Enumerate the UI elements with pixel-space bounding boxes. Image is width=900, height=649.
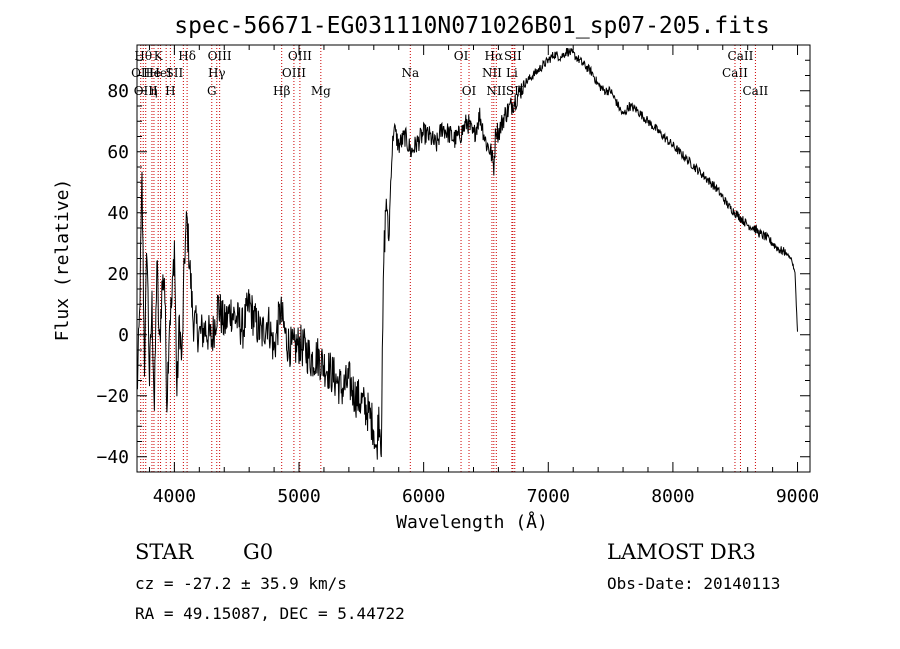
x-tick-label: 9000 [776, 486, 819, 507]
line-mark-label: He [143, 66, 161, 80]
x-tick-label: 5000 [277, 486, 320, 507]
x-axis-ticks: 4000 5000 6000 7000 8000 9000 [148, 45, 819, 507]
line-mark-label: NII [482, 66, 502, 80]
line-mark-label: G [207, 84, 217, 98]
y-axis-label: Flux (relative) [52, 179, 73, 342]
survey-name: LAMOST DR3 [607, 540, 756, 564]
line-mark-label: SII [504, 49, 522, 63]
y-axis-ticks: −40 −20 0 20 40 60 80 [96, 59, 810, 468]
y-tick-label: 40 [107, 203, 129, 224]
spectrum-series [136, 48, 798, 460]
line-mark-label: SII [166, 66, 184, 80]
line-mark-label: Mg [311, 84, 331, 98]
x-tick-label: 4000 [153, 486, 196, 507]
y-tick-label: 60 [107, 142, 129, 163]
x-axis-label: Wavelength (Å) [396, 511, 548, 533]
line-mark-label: OIII [208, 49, 232, 63]
line-mark-label: Hα [485, 49, 504, 63]
line-mark-label: OI [454, 49, 469, 63]
x-tick-label: 7000 [527, 486, 570, 507]
obs-date: Obs-Date: 20140113 [607, 574, 780, 593]
line-mark-label: Hδ [178, 49, 196, 63]
line-mark-label: Hγ [208, 66, 226, 80]
line-mark-label: NII [486, 84, 506, 98]
line-mark-label: Na [401, 66, 419, 80]
line-mark-label: CaII [742, 84, 768, 98]
x-tick-label: 8000 [651, 486, 694, 507]
line-mark-label: H [165, 84, 175, 98]
spectrum-line-0 [136, 48, 798, 460]
radec-readout: RA = 49.15087, DEC = 5.44722 [135, 604, 405, 623]
line-mark-label: CaII [728, 49, 754, 63]
line-mark-label: OI [462, 84, 477, 98]
line-mark-label: Li [506, 66, 518, 80]
y-tick-label: 80 [107, 81, 129, 102]
line-mark-label: OIII [282, 66, 306, 80]
line-mark-label: OIII [288, 49, 312, 63]
chart-title: spec-56671-EG031110N071026B01_sp07-205.f… [174, 13, 769, 39]
line-mark-label: Hβ [273, 84, 290, 98]
spectral-line-marks: HθOIIOIIIHeηKHeIHSIIHδGHγOIIIHβOIIIOIIIM… [131, 45, 769, 472]
line-mark-label: Hθ [134, 49, 152, 63]
y-tick-label: −20 [96, 386, 129, 407]
redshift-readout: cz = -27.2 ± 35.9 km/s [135, 574, 347, 593]
y-tick-label: −40 [96, 447, 129, 468]
y-tick-label: 0 [118, 325, 129, 346]
line-mark-label: K [154, 49, 164, 63]
object-class: STAR [135, 540, 194, 564]
line-mark-label: η [150, 84, 157, 98]
object-subclass: G0 [243, 540, 273, 564]
plot-frame [136, 44, 811, 473]
line-mark-label: CaII [722, 66, 748, 80]
x-tick-label: 6000 [402, 486, 445, 507]
y-tick-label: 20 [107, 264, 129, 285]
